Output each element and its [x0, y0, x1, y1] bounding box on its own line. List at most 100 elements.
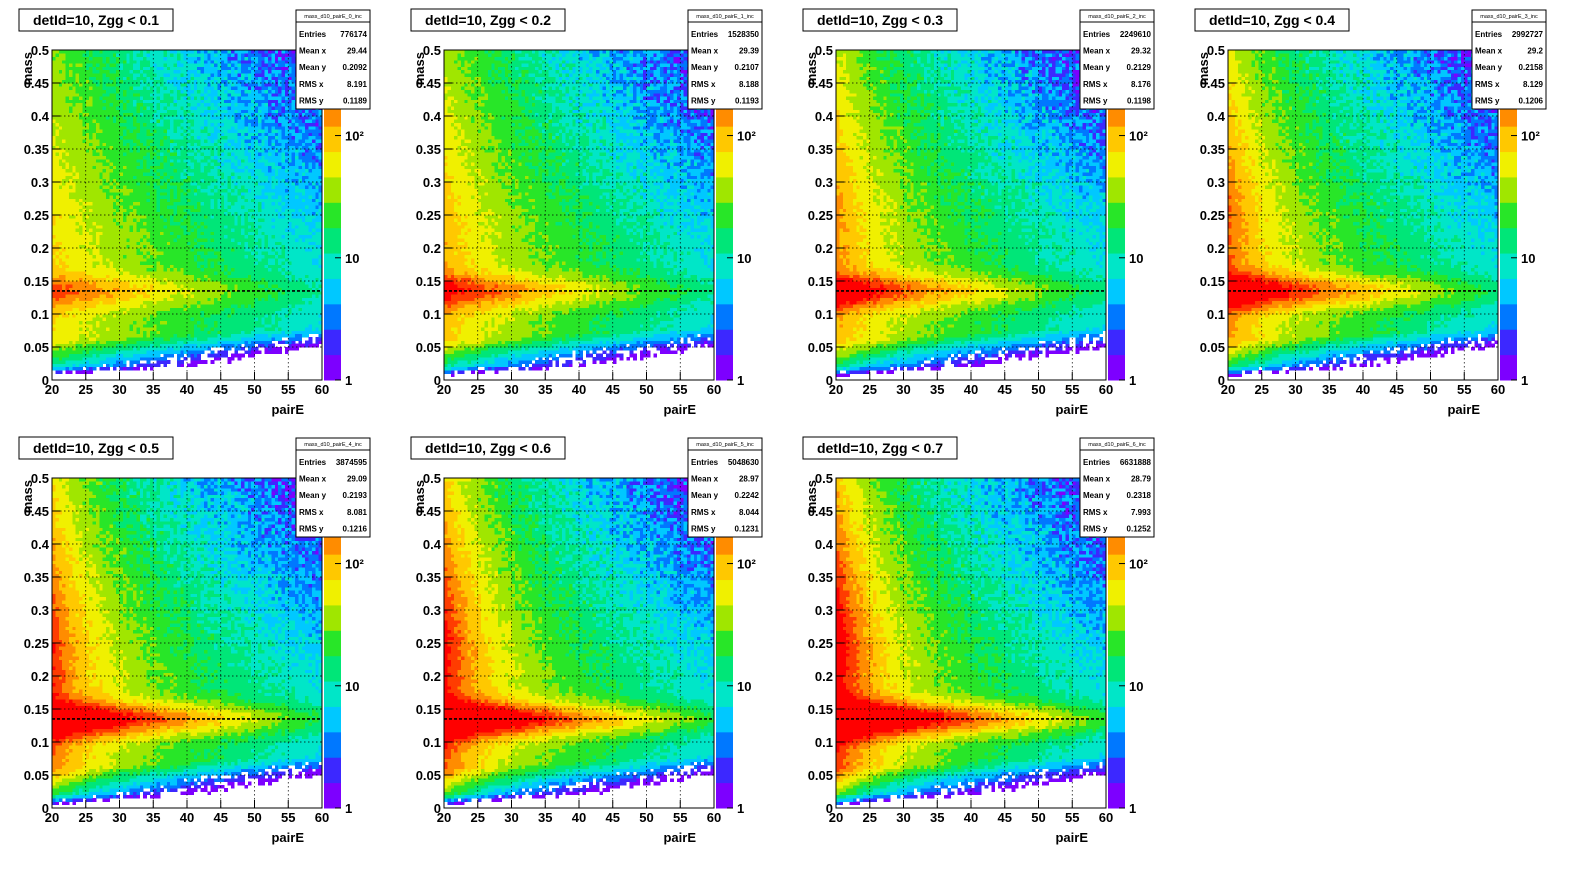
heatmap-cell	[72, 307, 76, 311]
heatmap-cell	[76, 301, 80, 305]
heatmap-cell	[201, 340, 205, 344]
heatmap-cell	[109, 304, 113, 308]
heatmap-cell	[52, 73, 56, 77]
heatmap-cell	[197, 60, 201, 64]
heatmap-cell	[72, 321, 76, 325]
heatmap-cell	[214, 357, 218, 361]
heatmap-cell	[153, 222, 157, 226]
heatmap-cell	[211, 340, 215, 344]
heatmap-cell	[109, 123, 113, 127]
heatmap-cell	[204, 202, 208, 206]
heatmap-cell	[140, 199, 144, 203]
heatmap-cell	[99, 172, 103, 176]
heatmap-cell	[93, 76, 97, 80]
heatmap-cell	[214, 142, 218, 146]
heatmap-cell	[177, 334, 181, 338]
heatmap-cell	[62, 129, 66, 133]
heatmap-cell	[96, 139, 100, 143]
heatmap-cell	[187, 281, 191, 285]
heatmap-cell	[86, 189, 90, 193]
heatmap-cell	[194, 172, 198, 176]
heatmap-cell	[136, 199, 140, 203]
heatmap-cell	[133, 255, 137, 259]
heatmap-cell	[133, 86, 137, 90]
heatmap-cell	[130, 238, 134, 242]
heatmap-cell	[207, 175, 211, 179]
heatmap-cell	[66, 218, 70, 222]
heatmap-cell	[170, 182, 174, 186]
heatmap-cell	[130, 334, 134, 338]
heatmap-cell	[204, 294, 208, 298]
heatmap-cell	[76, 235, 80, 239]
heatmap-cell	[79, 255, 83, 259]
heatmap-cell	[123, 205, 127, 209]
heatmap-cell	[113, 175, 117, 179]
heatmap-cell	[160, 60, 164, 64]
heatmap-cell	[93, 159, 97, 163]
heatmap-cell	[136, 162, 140, 166]
heatmap-cell	[130, 268, 134, 272]
heatmap-cell	[190, 70, 194, 74]
heatmap-cell	[204, 218, 208, 222]
heatmap-cell	[59, 67, 63, 71]
heatmap-cell	[126, 321, 130, 325]
heatmap-cell	[69, 57, 73, 61]
heatmap-cell	[106, 152, 110, 156]
heatmap-cell	[153, 57, 157, 61]
heatmap-cell	[133, 116, 137, 120]
heatmap-cell	[207, 298, 211, 302]
heatmap-cell	[103, 218, 107, 222]
heatmap-cell	[170, 222, 174, 226]
heatmap-cell	[147, 136, 151, 140]
heatmap-cell	[103, 222, 107, 226]
heatmap-cell	[96, 208, 100, 212]
heatmap-cell	[120, 215, 124, 219]
heatmap-cell	[160, 347, 164, 351]
heatmap-cell	[204, 126, 208, 130]
heatmap-cell	[130, 109, 134, 113]
heatmap-cell	[214, 248, 218, 252]
heatmap-cell	[187, 73, 191, 77]
heatmap-cell	[153, 67, 157, 71]
heatmap-cell	[207, 103, 211, 107]
heatmap-cell	[187, 106, 191, 110]
heatmap-cell	[93, 298, 97, 302]
heatmap-cell	[93, 60, 97, 64]
heatmap-cell	[59, 331, 63, 335]
heatmap-cell	[62, 149, 66, 153]
heatmap-cell	[167, 314, 171, 318]
heatmap-cell	[130, 202, 134, 206]
heatmap-cell	[224, 298, 228, 302]
heatmap-cell	[79, 57, 83, 61]
heatmap-cell	[163, 301, 167, 305]
heatmap-cell	[72, 331, 76, 335]
heatmap-cell	[89, 350, 93, 354]
heatmap-cell	[207, 274, 211, 278]
heatmap-cell	[93, 294, 97, 298]
heatmap-cell	[190, 100, 194, 104]
heatmap-cell	[106, 53, 110, 57]
heatmap-cell	[126, 307, 130, 311]
heatmap-cell	[120, 106, 124, 110]
heatmap-cell	[153, 334, 157, 338]
heatmap-cell	[123, 340, 127, 344]
heatmap-cell	[59, 350, 63, 354]
heatmap-cell	[204, 119, 208, 123]
heatmap-cell	[187, 76, 191, 80]
heatmap-cell	[187, 294, 191, 298]
heatmap-cell	[221, 172, 225, 176]
heatmap-cell	[96, 350, 100, 354]
heatmap-cell	[96, 53, 100, 57]
heatmap-cell	[157, 70, 161, 74]
heatmap-cell	[123, 334, 127, 338]
heatmap-cell	[55, 205, 59, 209]
heatmap-cell	[96, 129, 100, 133]
heatmap-cell	[76, 109, 80, 113]
heatmap-cell	[207, 129, 211, 133]
heatmap-cell	[170, 255, 174, 259]
heatmap-cell	[140, 96, 144, 100]
heatmap-cell	[180, 50, 184, 54]
heatmap-cell	[96, 360, 100, 364]
heatmap-cell	[204, 133, 208, 137]
heatmap-cell	[180, 364, 184, 368]
